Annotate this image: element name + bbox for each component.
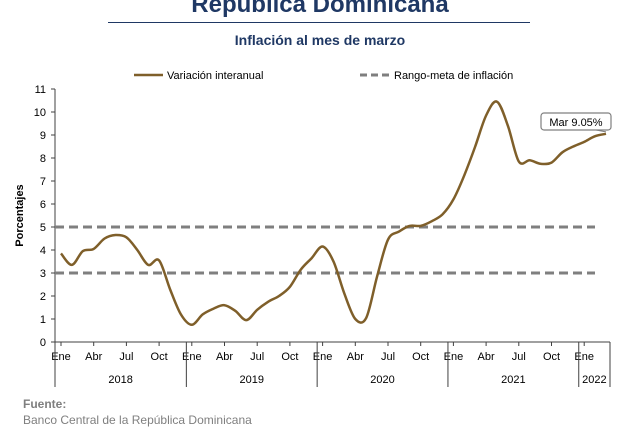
x-tick-label: Oct: [281, 351, 298, 363]
x-year-label: 2019: [240, 374, 264, 386]
x-tick-label: Abr: [216, 351, 233, 363]
y-tick-label: 6: [40, 199, 46, 211]
x-tick-label: Ene: [51, 351, 71, 363]
x-tick-label: Abr: [347, 351, 364, 363]
y-tick-label: 5: [40, 222, 46, 234]
y-tick-label: 11: [35, 84, 46, 96]
y-axis-title: Porcentajes: [14, 184, 26, 246]
x-tick-label: Abr: [478, 351, 495, 363]
y-tick-label: 7: [40, 176, 46, 188]
y-tick-label: 3: [40, 268, 46, 280]
annotation-box: [540, 112, 612, 131]
x-tick-label: Jul: [250, 351, 264, 363]
annotation-label: Mar 9.05%: [549, 117, 602, 129]
x-tick-label: Oct: [412, 351, 429, 363]
x-year-label: 2020: [370, 374, 394, 386]
x-tick-label: Ene: [444, 351, 464, 363]
y-tick-label: 9: [40, 130, 46, 142]
chart-title: República Dominicana: [191, 0, 449, 18]
y-tick-label: 2: [40, 291, 46, 303]
source-label: Fuente:: [23, 397, 67, 411]
x-tick-label: Oct: [151, 351, 168, 363]
x-tick-label: Abr: [85, 351, 102, 363]
y-tick-label: 0: [40, 337, 46, 349]
legend-label-variacion: Variación interanual: [167, 70, 263, 82]
x-tick-label: Ene: [574, 351, 594, 363]
x-year-label: 2022: [582, 374, 606, 386]
y-tick-label: 8: [40, 153, 46, 165]
x-tick-label: Jul: [381, 351, 395, 363]
y-tick-label: 4: [40, 245, 46, 257]
legend-label-rango: Rango-meta de inflación: [394, 70, 513, 82]
chart-subtitle: Inflación al mes de marzo: [234, 32, 406, 48]
y-tick-label: 10: [34, 107, 46, 119]
series-line-variacion: [60, 100, 607, 327]
x-year-label: 2018: [108, 374, 132, 386]
x-year-label: 2021: [501, 374, 525, 386]
x-tick-label: Oct: [543, 351, 560, 363]
title-rule: [108, 22, 530, 23]
x-tick-label: Ene: [313, 351, 333, 363]
x-tick-label: Ene: [182, 351, 202, 363]
annotation-leader: [595, 129, 607, 133]
source-text: Banco Central de la República Dominicana: [23, 413, 252, 427]
x-tick-label: Jul: [512, 351, 526, 363]
x-tick-label: Jul: [119, 351, 133, 363]
y-tick-label: 1: [40, 314, 46, 326]
